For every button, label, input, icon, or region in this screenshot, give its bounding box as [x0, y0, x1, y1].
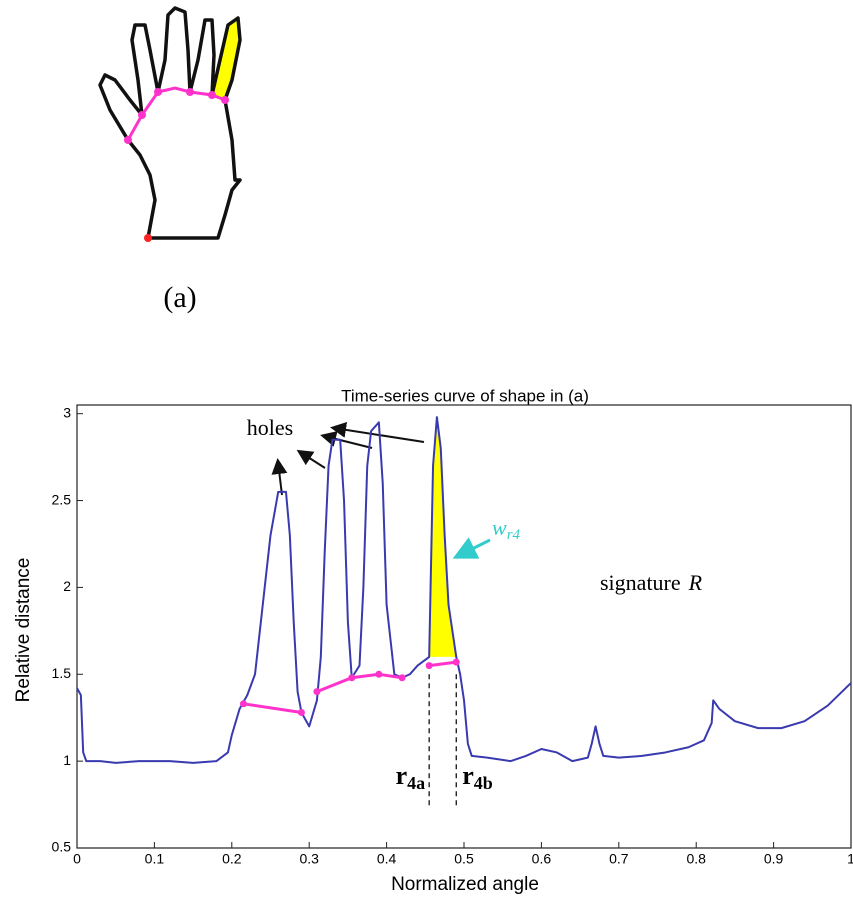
width-label: wr4 — [492, 515, 521, 543]
holes-label: holes — [247, 415, 293, 440]
hand-shape — [100, 8, 240, 242]
figure-label: (a) — [163, 281, 196, 314]
marker-symbol: r — [396, 761, 408, 790]
width-arrow — [458, 540, 490, 556]
baseline-point — [313, 688, 320, 695]
baseline — [429, 662, 456, 665]
signature-symbol: R — [688, 570, 703, 595]
width-sub: r4 — [507, 527, 521, 543]
figure: (a) Time-series curve of shape in (a) No… — [0, 0, 853, 904]
x-tick-label: 0.1 — [145, 851, 165, 867]
baseline-point — [375, 671, 382, 678]
base-point — [138, 111, 146, 119]
baseline-point — [453, 659, 460, 666]
signature-label: signature R — [600, 570, 703, 595]
baseline-point — [240, 700, 247, 707]
x-tick-label: 0.5 — [454, 851, 474, 867]
x-tick-label: 0.7 — [609, 851, 629, 867]
baseline — [243, 704, 301, 713]
marker-sub: 4a — [407, 773, 425, 793]
marker-symbol: r — [462, 761, 474, 790]
marker-label: r4a — [396, 761, 426, 793]
y-tick-label: 1.5 — [52, 665, 72, 681]
width-symbol: w — [492, 515, 507, 540]
y-tick-label: 1 — [63, 752, 71, 768]
x-tick-label: 0.9 — [764, 851, 784, 867]
base-point — [154, 88, 162, 96]
marker-sub: 4b — [474, 773, 493, 793]
y-tick-label: 0.5 — [52, 839, 72, 855]
arrow — [300, 452, 325, 468]
hand-outline — [100, 8, 240, 238]
y-axis-label: Relative distance — [13, 558, 34, 703]
baseline — [317, 674, 402, 691]
baseline-point — [298, 709, 305, 716]
x-axis-label: Normalized angle — [391, 874, 539, 895]
chart-title: Time-series curve of shape in (a) — [341, 386, 589, 405]
baseline-point — [399, 674, 406, 681]
page: {"figure_label": "(a)", "chart_data": {"… — [0, 0, 853, 904]
base-point — [221, 96, 229, 104]
base-point — [186, 88, 194, 96]
hole-arrows — [278, 428, 424, 495]
x-tick-label: 1 — [847, 851, 853, 867]
start-point — [144, 234, 152, 242]
marker-label: r4b — [462, 761, 493, 793]
arrow — [278, 462, 282, 495]
baseline-point — [426, 662, 433, 669]
x-tick-label: 0.2 — [222, 851, 242, 867]
x-tick-label: 0.6 — [532, 851, 552, 867]
x-tick-label: 0.3 — [299, 851, 319, 867]
signature-text: signature — [600, 570, 681, 595]
base-point — [208, 91, 216, 99]
signature-line — [77, 417, 851, 763]
x-tick-label: 0.8 — [686, 851, 706, 867]
baseline-point — [348, 674, 355, 681]
y-tick-label: 2.5 — [52, 491, 72, 507]
y-tick-label: 3 — [63, 404, 71, 420]
base-point — [124, 136, 132, 144]
x-tick-label: 0 — [73, 851, 81, 867]
y-tick-label: 2 — [63, 578, 71, 594]
x-tick-label: 0.4 — [377, 851, 397, 867]
